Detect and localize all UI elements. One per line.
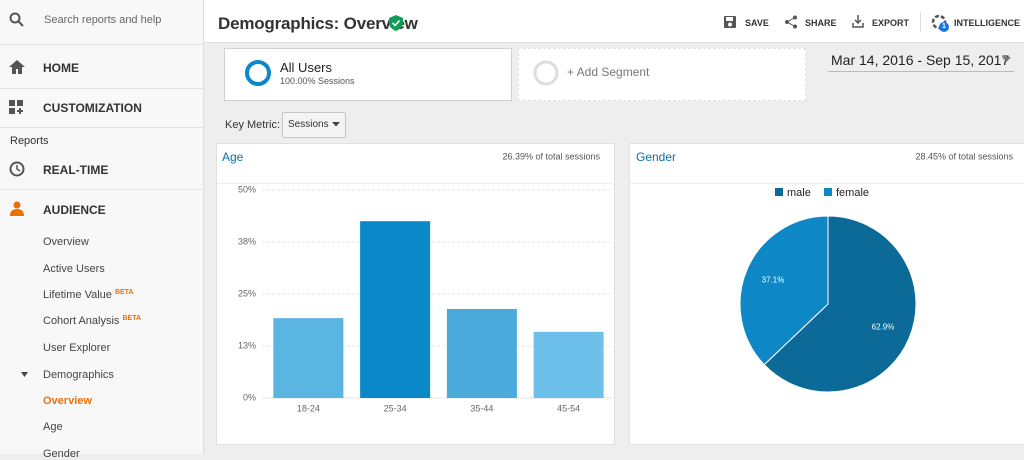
clock-icon — [9, 161, 25, 177]
bar — [446, 308, 517, 398]
nav-item[interactable]: User Explorer — [43, 342, 111, 354]
x-tick-label: 45-54 — [557, 403, 580, 413]
date-caret — [1002, 57, 1011, 62]
nav-home[interactable]: HOME — [43, 61, 79, 75]
key-metric-value: Sessions — [288, 119, 329, 130]
share-icon — [785, 15, 797, 29]
segment-card[interactable] — [224, 48, 512, 101]
add-segment[interactable]: + Add Segment — [567, 65, 650, 79]
badge: 1 — [942, 23, 946, 30]
x-tick-label: 18-24 — [297, 403, 320, 413]
y-tick-label: 50% — [238, 184, 256, 194]
bar — [273, 318, 344, 398]
y-tick-label: 0% — [243, 392, 256, 402]
section-label: Reports — [10, 135, 49, 147]
home-icon — [9, 60, 25, 74]
chart-subtitle: 26.39% of total sessions — [502, 151, 600, 161]
legend-swatch — [775, 188, 783, 196]
nav-item[interactable]: Age — [43, 421, 63, 433]
header — [204, 0, 1024, 43]
nav-customization[interactable]: CUSTOMIZATION — [43, 101, 142, 115]
nav-item-label: Cohort Analysis — [43, 315, 120, 327]
add-segment-ring — [533, 60, 559, 86]
nav-item-active[interactable]: Overview — [43, 395, 92, 407]
nav-item[interactable]: Cohort Analysis BETA — [43, 315, 141, 327]
nav-real-time[interactable]: REAL-TIME — [43, 163, 109, 177]
segment-ring — [245, 60, 271, 86]
verified-icon — [389, 15, 403, 31]
key-metric-label: Key Metric: — [225, 119, 281, 131]
legend-label: female — [836, 187, 869, 199]
nav-item[interactable]: Active Users — [43, 263, 105, 275]
pie-slice — [739, 215, 829, 366]
add-segment-card[interactable] — [518, 48, 806, 101]
chart-title: Age — [222, 150, 244, 164]
segment-detail: 100.00% Sessions — [280, 76, 355, 86]
beta-tag: BETA — [114, 289, 134, 296]
date-range[interactable]: Mar 14, 2016 - Sep 15, 2017 — [831, 52, 1010, 68]
nav-audience[interactable]: AUDIENCE — [43, 203, 106, 217]
page-title: Demographics: Overview — [218, 14, 418, 33]
caret — [21, 372, 28, 377]
dropdown-caret — [332, 122, 340, 127]
x-tick-label: 35-44 — [470, 403, 493, 413]
search-input[interactable]: Search reports and help — [44, 14, 162, 26]
beta-tag: BETA — [122, 315, 142, 322]
bar — [360, 221, 431, 398]
y-tick-label: 25% — [238, 288, 256, 298]
chart-title: Gender — [636, 150, 676, 164]
data-label: 62.9% — [872, 323, 895, 332]
customization-icon — [9, 100, 23, 114]
x-tick-label: 25-34 — [384, 403, 407, 413]
intelligence-button[interactable]: INTELLIGENCE — [954, 18, 1021, 28]
y-tick-label: 38% — [238, 236, 256, 246]
legend-label: male — [787, 187, 811, 199]
nav-item-label: Lifetime Value — [43, 289, 112, 301]
audience-icon — [10, 201, 24, 216]
sidebar: Search reports and help HOME CUSTOMIZATI… — [0, 0, 204, 460]
segment-name: All Users — [280, 60, 333, 75]
search-icon — [9, 12, 24, 27]
share-button[interactable]: SHARE — [805, 18, 837, 28]
pie-slice — [763, 215, 917, 393]
save-button[interactable]: SAVE — [745, 18, 769, 28]
bar — [533, 331, 604, 398]
export-icon — [852, 15, 864, 28]
nav-item[interactable]: Overview — [43, 236, 89, 248]
legend-swatch — [824, 188, 832, 196]
data-label: 37.1% — [762, 276, 785, 285]
chart-subtitle: 28.45% of total sessions — [915, 151, 1013, 161]
y-tick-label: 13% — [238, 340, 256, 350]
nav-item[interactable]: Lifetime Value BETA — [43, 289, 134, 301]
save-icon — [724, 16, 736, 28]
intelligence-icon — [931, 14, 949, 32]
nav-item[interactable]: Demographics — [43, 369, 114, 381]
export-button[interactable]: EXPORT — [872, 18, 910, 28]
